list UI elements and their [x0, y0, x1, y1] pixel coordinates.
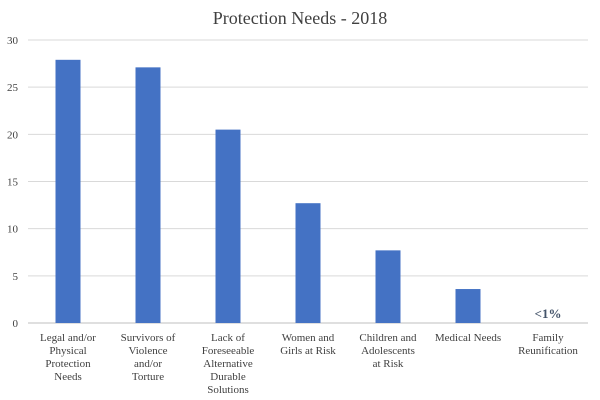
- bar: [295, 203, 321, 323]
- y-tick-label: 15: [7, 177, 19, 189]
- y-tick-label: 5: [13, 271, 19, 283]
- x-tick-label: Women and Girls at Risk: [280, 332, 336, 357]
- x-tick-label: Medical Needs: [435, 332, 501, 344]
- x-tick-label: Lack of Foreseeable Alternative Durable Solu…: [202, 332, 255, 396]
- y-tick-label: 30: [7, 35, 19, 47]
- y-tick-label: 20: [7, 129, 19, 141]
- bar: [375, 250, 401, 323]
- bar: [55, 59, 81, 324]
- bar: [215, 129, 241, 323]
- x-tick-label: Legal and/or Physical Protection Needs: [40, 332, 96, 383]
- y-tick-label: 0: [13, 318, 19, 330]
- x-axis-labels: Legal and/or Physical Protection Needs Survi…: [40, 332, 578, 396]
- x-tick-label: Children and Adolescents at Risk: [359, 332, 417, 370]
- chart-title: Protection Needs - 2018: [213, 8, 387, 28]
- x-tick-label: Family Reunification: [518, 332, 578, 357]
- bar: [455, 289, 481, 323]
- y-axis-ticks: 0 5 10 15 20 25 30: [7, 35, 19, 330]
- data-label: <1%: [535, 306, 562, 321]
- annotations: <1%: [535, 306, 562, 321]
- y-tick-label: 10: [7, 224, 19, 236]
- y-tick-label: 25: [7, 82, 19, 94]
- bar: [135, 67, 161, 324]
- bars: [55, 59, 481, 324]
- x-tick-label: Survivors of Violence and/or Torture: [121, 332, 176, 383]
